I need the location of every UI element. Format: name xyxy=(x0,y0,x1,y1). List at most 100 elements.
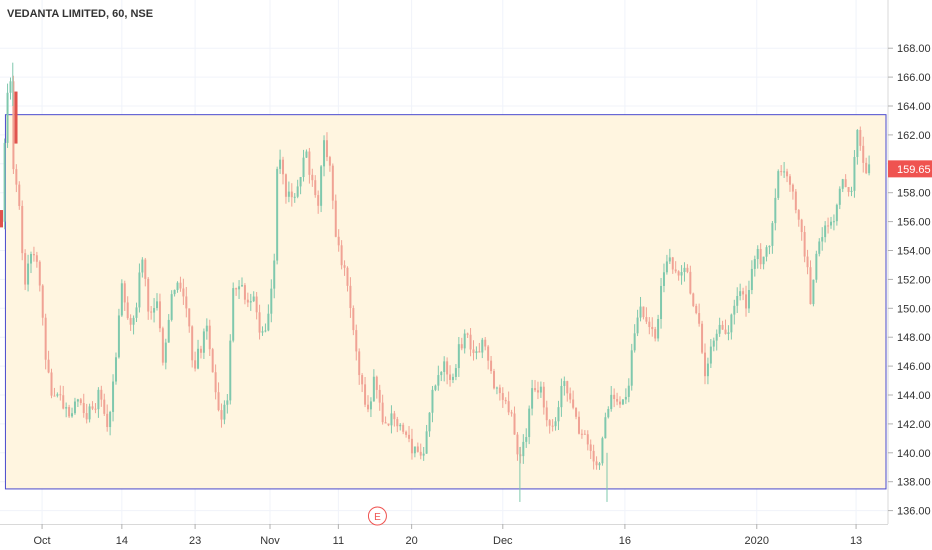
candle-body xyxy=(123,283,126,303)
x-tick-label: 23 xyxy=(189,535,201,547)
candle-body xyxy=(290,191,293,198)
candle-body xyxy=(745,294,748,309)
candle-body xyxy=(768,245,771,248)
candle-body xyxy=(648,321,651,328)
candle-body xyxy=(38,261,41,286)
candle-body xyxy=(443,361,446,372)
candle-body xyxy=(777,171,780,198)
candle-body xyxy=(818,241,821,254)
candle-body xyxy=(144,259,147,279)
x-tick-label: 16 xyxy=(619,535,631,547)
candle-body xyxy=(624,396,627,400)
candle-body xyxy=(525,437,528,442)
candle-body xyxy=(534,388,537,391)
candle-body xyxy=(156,301,159,309)
candle-body xyxy=(490,360,493,372)
candle-body xyxy=(753,259,756,269)
candle-body xyxy=(153,308,156,313)
candle-body xyxy=(173,289,176,295)
candle-body xyxy=(560,385,563,408)
candle-body xyxy=(161,328,164,363)
candle-body xyxy=(472,349,475,353)
candle-body xyxy=(197,348,200,369)
candle-body xyxy=(721,324,724,330)
candle-body xyxy=(794,191,797,211)
candle-body xyxy=(337,236,340,246)
candle-body xyxy=(21,205,24,254)
candles xyxy=(0,62,871,502)
range-rectangle-layer xyxy=(4,114,887,490)
candle-body xyxy=(282,159,285,175)
candle-body xyxy=(47,359,50,373)
candle-body xyxy=(800,219,803,233)
candle-body xyxy=(399,424,402,427)
candle-body xyxy=(481,339,484,353)
candle-body xyxy=(621,399,624,405)
candle-body xyxy=(797,210,800,220)
candle-body xyxy=(577,416,580,434)
candle-body xyxy=(27,263,30,285)
candle-body xyxy=(50,372,53,396)
candle-body xyxy=(129,318,132,325)
candle-body xyxy=(434,385,437,390)
candle-body xyxy=(334,200,337,237)
candle-body xyxy=(586,434,589,445)
candle-body xyxy=(103,399,106,414)
candle-body xyxy=(73,401,76,414)
candle-body xyxy=(214,372,217,393)
event-circle xyxy=(367,506,387,526)
candle-body xyxy=(859,129,862,146)
candle-body xyxy=(53,395,56,397)
candle-body xyxy=(428,412,431,432)
candle-body xyxy=(246,299,249,303)
candle-body xyxy=(194,360,197,369)
candle-body xyxy=(747,290,750,309)
earnings-event-marker[interactable]: E xyxy=(367,506,387,526)
candle-body xyxy=(692,293,695,306)
x-tick-label: 2020 xyxy=(745,535,769,547)
candle-body xyxy=(718,324,721,334)
current-price-label: 159.65 xyxy=(897,164,931,176)
candle-body xyxy=(378,389,381,403)
candle-body xyxy=(662,272,665,286)
candle-body xyxy=(630,350,633,386)
candle-body xyxy=(109,411,112,428)
candle-body xyxy=(786,171,789,177)
current-price-tag[interactable]: 159.65 xyxy=(888,160,932,178)
candle-body xyxy=(671,257,674,270)
candle-body xyxy=(575,407,578,417)
candle-body xyxy=(703,352,706,377)
candle-body xyxy=(32,254,35,256)
candle-body xyxy=(548,420,551,426)
candle-body xyxy=(361,375,364,385)
candle-body xyxy=(232,288,235,341)
y-axis-ticks: 136.00 138.00 140.00 142.00 144.00 146.00 148.… xyxy=(888,43,931,518)
candle-body xyxy=(668,257,671,262)
candle-body xyxy=(396,419,399,427)
candle-body xyxy=(531,388,534,409)
candle-body xyxy=(674,269,677,272)
candle-body xyxy=(742,291,745,295)
candle-body xyxy=(557,407,560,422)
current-price-background xyxy=(888,160,932,178)
candle-body xyxy=(504,399,507,402)
candle-body xyxy=(539,386,542,393)
candle-body xyxy=(595,461,598,466)
candle-body xyxy=(522,441,525,457)
candle-body xyxy=(408,434,411,439)
candle-body xyxy=(14,91,18,144)
candle-body xyxy=(651,327,654,330)
candle-body xyxy=(487,346,490,361)
candle-body xyxy=(783,171,786,173)
range-rectangle[interactable] xyxy=(4,114,887,490)
candle-body xyxy=(217,392,220,411)
candle-body xyxy=(252,296,255,302)
candle-body xyxy=(188,308,191,327)
candle-body xyxy=(627,385,630,397)
candle-body xyxy=(475,351,478,353)
candle-body xyxy=(601,438,604,464)
candle-body xyxy=(583,433,586,435)
candle-body xyxy=(598,463,601,466)
candle-body xyxy=(238,286,241,290)
candle-body xyxy=(267,313,270,331)
